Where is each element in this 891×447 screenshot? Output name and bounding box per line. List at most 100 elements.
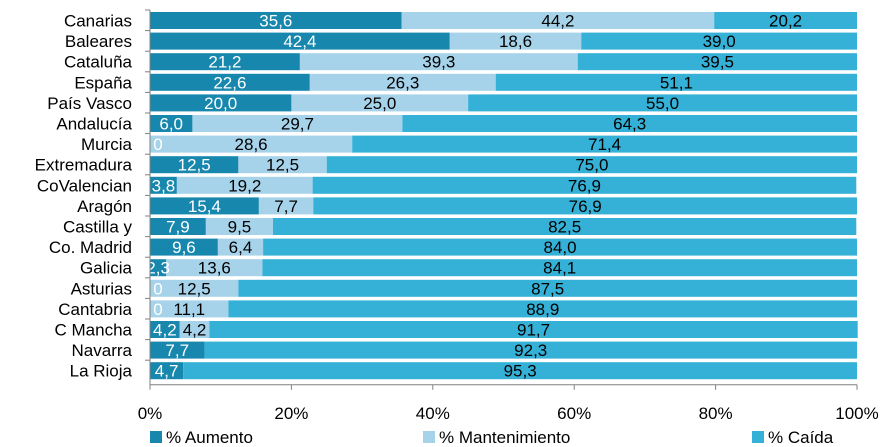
- segment-label: 7,7: [274, 197, 298, 216]
- segment-label: 82,5: [548, 218, 581, 237]
- bar-segment-3-row-3: [577, 53, 857, 71]
- category-label: Aragón: [77, 197, 132, 216]
- segment-label: 6,0: [159, 115, 183, 134]
- x-tick-label: 80%: [699, 404, 733, 423]
- category-label: Galicia: [80, 259, 133, 278]
- bar-segment-2-row-11: [205, 218, 274, 235]
- category-label: Andalucía: [56, 115, 132, 134]
- segment-label: 25,0: [363, 94, 396, 113]
- bar-segment-1-row-2: [150, 32, 450, 50]
- segment-label: 0: [153, 279, 162, 298]
- segment-label: 0: [153, 300, 162, 319]
- bar-segment-2-row-10: [258, 197, 314, 215]
- segment-label: 7,7: [165, 341, 189, 360]
- segment-label: 11,1: [173, 300, 205, 319]
- bar-segment-2-row-7: [150, 135, 353, 153]
- bar-segment-3-row-1: [714, 12, 857, 29]
- bar-segment-2-row-9: [176, 176, 313, 194]
- segment-label: 0: [153, 135, 162, 154]
- bar-segment-3-row-11: [273, 218, 857, 235]
- bar-segment-2-row-5: [291, 94, 469, 112]
- category-label: Murcia: [81, 135, 133, 154]
- x-tick-label: 40%: [416, 404, 450, 423]
- segment-label: 84,0: [544, 238, 577, 257]
- bar-segment-3-row-15: [228, 300, 858, 318]
- legend-label-1: % Aumento: [166, 428, 253, 447]
- bar-segment-1-row-5: [150, 94, 292, 112]
- segment-label: 76,9: [569, 197, 602, 216]
- segment-label: 22,6: [213, 73, 246, 92]
- legend-swatch-2: [423, 431, 435, 443]
- x-axis: 0% 20% 40% 60% 80% 100%: [138, 9, 879, 423]
- bar-segment-3-row-14: [238, 279, 857, 297]
- segment-label: 4,7: [155, 362, 179, 381]
- category-label: Asturias: [71, 279, 132, 298]
- segment-label: 35,6: [259, 12, 292, 31]
- bar-segment-3-row-18: [183, 362, 857, 380]
- segment-label: 13,6: [198, 259, 231, 278]
- segment-label: 39,0: [703, 32, 736, 51]
- bar-segment-3-row-2: [581, 32, 857, 50]
- bar-segment-3-row-7: [352, 135, 857, 153]
- bar-segment-3-row-6: [402, 115, 857, 132]
- bar-segment-1-row-16: [150, 321, 180, 338]
- bar-segment-3-row-17: [204, 341, 858, 359]
- legend-swatch-1: [150, 431, 162, 443]
- segment-label: 21,2: [208, 53, 241, 72]
- bar-segment-1-row-6: [150, 115, 193, 132]
- bars-layer: [150, 12, 858, 380]
- bar-segment-1-row-11: [150, 218, 206, 235]
- category-label: La Rioja: [70, 362, 133, 381]
- segment-label: 75,0: [575, 156, 608, 175]
- segment-label: 95,3: [504, 362, 537, 381]
- segment-label: 39,5: [701, 53, 734, 72]
- category-label: Cataluña: [64, 53, 133, 72]
- category-label: CoValencian: [37, 176, 132, 195]
- legend-swatch-3: [752, 431, 764, 443]
- category-label: Baleares: [65, 32, 132, 51]
- bar-segment-2-row-4: [309, 73, 496, 91]
- bar-segment-3-row-5: [468, 94, 857, 112]
- bar-segment-2-row-3: [299, 53, 578, 71]
- segment-label: 20,2: [769, 12, 802, 31]
- bar-segment-2-row-6: [192, 115, 403, 132]
- category-label: Navarra: [72, 341, 133, 360]
- bar-segment-3-row-8: [326, 156, 857, 174]
- segment-label: 6,4: [229, 238, 253, 257]
- segment-label: 12,5: [178, 279, 211, 298]
- bar-segment-2-row-1: [401, 12, 715, 29]
- category-label: Co. Madrid: [49, 238, 132, 257]
- legend-label-3: % Caída: [768, 428, 834, 447]
- segment-label: 55,0: [646, 94, 679, 113]
- segment-label: 4,2: [183, 321, 207, 340]
- segment-label: 64,3: [613, 115, 646, 134]
- segment-label: 39,3: [422, 53, 455, 72]
- bar-segment-1-row-10: [150, 197, 259, 215]
- bar-segment-2-row-2: [449, 32, 582, 50]
- segment-label: 44,2: [541, 12, 574, 31]
- category-label: País Vasco: [47, 94, 132, 113]
- segment-label: 9,6: [172, 238, 196, 257]
- segment-label: 9,5: [228, 218, 252, 237]
- x-tick-label: 0%: [138, 404, 163, 423]
- category-label: Castilla y: [63, 218, 132, 237]
- category-label: C Mancha: [55, 321, 133, 340]
- bar-segment-3-row-12: [263, 238, 857, 256]
- x-tick-label: 20%: [274, 404, 308, 423]
- bar-segment-2-row-14: [150, 279, 239, 297]
- bar-segment-2-row-13: [166, 259, 263, 277]
- segment-label: 20,0: [204, 94, 237, 113]
- bar-segment-1-row-18: [150, 362, 184, 380]
- category-label: Cantabria: [58, 300, 132, 319]
- segment-label: 2,3: [146, 259, 170, 278]
- segment-label: 19,2: [228, 176, 261, 195]
- bar-segment-1-row-1: [150, 12, 402, 29]
- segment-label: 4,2: [153, 321, 177, 340]
- segment-label: 12,5: [178, 156, 211, 175]
- bar-segment-1-row-17: [150, 341, 205, 359]
- segment-label: 12,5: [266, 156, 299, 175]
- category-label: Extremadura: [35, 156, 133, 175]
- segment-label: 71,4: [588, 135, 621, 154]
